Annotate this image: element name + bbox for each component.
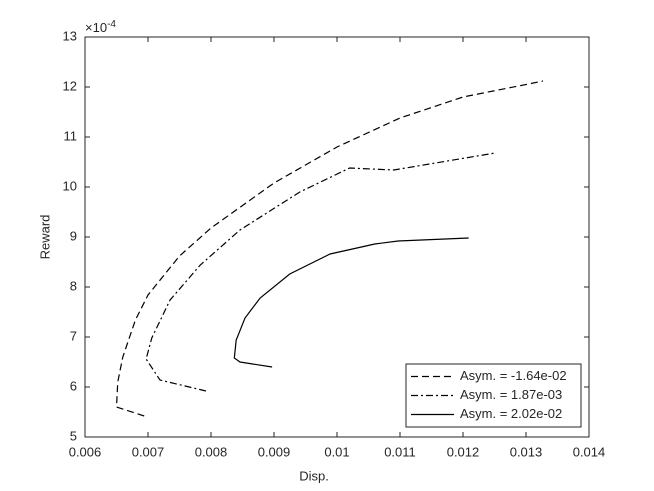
y-tick-label: 5 [70,428,77,443]
y-tick-label: 6 [70,378,77,393]
y-multiplier: ×10-4 [85,19,116,36]
legend-label: Asym. = 1.87e-03 [460,387,562,402]
y-tick-label: 12 [63,78,77,93]
y-tick-label: 13 [63,28,77,43]
x-axis-label: Disp. [299,468,329,483]
series-line [233,237,469,368]
series-line [115,80,544,417]
y-multiplier-exponent: -4 [107,19,116,30]
y-tick-label: 11 [64,128,78,143]
y-tick-label: 8 [70,278,77,293]
y-axis-label: Reward [37,215,52,260]
x-tick-label: 0.01 [324,444,349,459]
legend-label: Asym. = 2.02e-02 [460,406,562,421]
legend-label: Asym. = -1.64e-02 [460,368,567,383]
x-tick-label: 0.013 [510,444,543,459]
y-multiplier-base: ×10 [85,20,107,35]
y-tick-label: 7 [70,328,77,343]
legend-box [405,363,582,428]
y-tick-label: 9 [70,228,77,243]
x-tick-label: 0.012 [447,444,480,459]
y-tick-label: 10 [63,178,77,193]
x-tick-label: 0.009 [258,444,291,459]
x-tick-label: 0.008 [195,444,228,459]
x-tick-label: 0.011 [384,444,416,459]
x-tick-label: 0.014 [573,444,606,459]
legend: Asym. = -1.64e-02 Asym. = 1.87e-03 Asym. =… [405,363,582,428]
x-tick-label: 0.006 [69,444,102,459]
x-tick-label: 0.007 [132,444,165,459]
series-line [145,152,496,392]
